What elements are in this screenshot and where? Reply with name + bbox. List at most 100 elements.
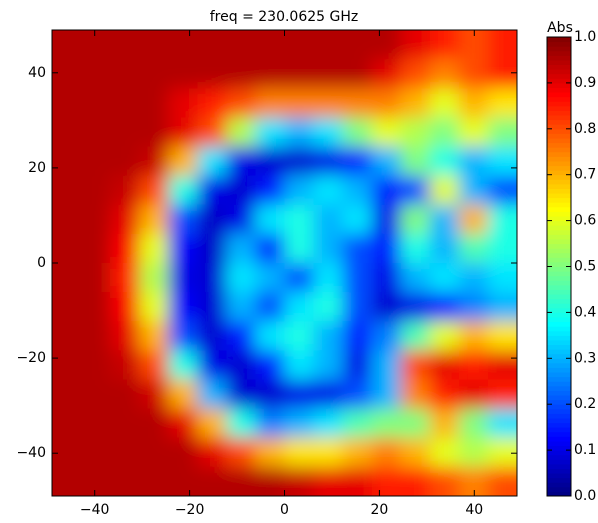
- heatmap-cell: [226, 292, 257, 322]
- heatmap-cell: [52, 379, 82, 410]
- colorbar-swatch: [547, 266, 571, 272]
- colorbar-swatch: [547, 486, 571, 492]
- heatmap-cell: [139, 379, 169, 410]
- heatmap-cell: [52, 175, 82, 206]
- heatmap-cell: [371, 88, 402, 118]
- colorbar-swatch: [547, 358, 571, 364]
- colorbar-swatch: [547, 110, 571, 116]
- colorbar-swatch: [547, 128, 571, 134]
- colorbar-swatch: [547, 37, 571, 43]
- heatmap-cell: [81, 408, 111, 439]
- heatmap-cell: [81, 292, 111, 322]
- heatmap-cell: [110, 233, 140, 264]
- heatmap-cell: [52, 263, 82, 293]
- heatmap-cell: [168, 321, 198, 351]
- heatmap-cell: [197, 408, 227, 439]
- heatmap-cell: [139, 292, 169, 322]
- heatmap-cell: [226, 204, 257, 235]
- colorbar-swatch: [547, 385, 571, 391]
- heatmap-cell: [168, 350, 198, 381]
- colorbar-swatch: [547, 124, 571, 130]
- heatmap-cell: [52, 437, 82, 468]
- heatmap-cell: [52, 117, 82, 148]
- colorbar-swatch: [547, 137, 571, 144]
- colorbar-swatch: [547, 417, 571, 424]
- heatmap-cell: [197, 292, 227, 322]
- heatmap-cell: [226, 321, 257, 351]
- colorbar-swatch: [547, 440, 571, 447]
- colorbar-tick-label: 0.1: [574, 442, 596, 458]
- heatmap-cell: [197, 59, 227, 89]
- heatmap-cell: [255, 175, 286, 206]
- colorbar-tick-label: 1.0: [574, 29, 596, 45]
- colorbar-swatch: [547, 427, 571, 433]
- heatmap-cell: [168, 408, 198, 439]
- heatmap-cell: [313, 263, 344, 293]
- heatmap-cell: [139, 30, 169, 60]
- colorbar-tick-label: 0.2: [574, 396, 596, 412]
- heatmap-cell: [139, 88, 169, 118]
- colorbar-swatch: [547, 362, 571, 368]
- heatmap-cell: [110, 437, 140, 468]
- heatmap-cell: [429, 88, 460, 118]
- colorbar-swatch: [547, 372, 571, 378]
- heatmap-cell: [110, 379, 140, 410]
- colorbar-tick-label: 0.7: [574, 167, 596, 183]
- heatmap-cell: [429, 59, 460, 89]
- colorbar-swatch: [547, 105, 571, 111]
- colorbar-swatch: [547, 294, 571, 300]
- heatmap-cell: [313, 204, 344, 235]
- colorbar-swatch: [547, 220, 571, 226]
- colorbar-swatch: [547, 454, 571, 460]
- heatmap-cell: [487, 408, 517, 439]
- heatmap-cell: [487, 263, 517, 293]
- heatmap-cell: [226, 59, 257, 89]
- x-tick-label: −40: [80, 502, 110, 518]
- colorbar-tick-label: 0.9: [574, 75, 596, 91]
- heatmap-cell: [168, 117, 198, 148]
- heatmap-cell: [168, 88, 198, 118]
- heatmap-cell: [487, 292, 517, 322]
- colorbar-swatch: [547, 381, 571, 387]
- heatmap-cell: [400, 437, 431, 468]
- heatmap-cell: [342, 379, 373, 410]
- colorbar-swatch: [547, 46, 571, 52]
- heatmap-cell: [371, 117, 402, 148]
- heatmap-cell: [81, 146, 111, 177]
- heatmap-cell: [52, 466, 82, 496]
- heatmap-cell: [371, 59, 402, 89]
- heatmap-cell: [313, 59, 344, 89]
- heatmap-cell: [81, 30, 111, 60]
- y-tick-label: 20: [28, 160, 46, 176]
- heatmap-cell: [255, 350, 286, 381]
- heatmap-cell: [255, 117, 286, 148]
- heatmap-cell: [226, 30, 257, 60]
- heatmap-cell: [487, 88, 517, 118]
- heatmap-cell: [342, 175, 373, 206]
- heatmap-cell: [342, 437, 373, 468]
- heatmap-cell: [139, 350, 169, 381]
- heatmap-cell: [81, 321, 111, 351]
- heatmap-cell: [197, 437, 227, 468]
- colorbar-tick-label: 0.8: [574, 121, 596, 137]
- chart-title: freq = 230.0625 GHz: [210, 9, 358, 25]
- colorbar-swatch: [547, 238, 571, 245]
- heatmap-cell: [458, 117, 489, 148]
- colorbar-swatch: [547, 101, 571, 107]
- heatmap-cell: [284, 117, 315, 148]
- heatmap-cell: [52, 321, 82, 351]
- heatmap-cell: [52, 408, 82, 439]
- colorbar-swatch: [547, 289, 571, 295]
- heatmap-cell: [313, 408, 344, 439]
- heatmap-cell: [313, 30, 344, 60]
- colorbar-swatch: [547, 312, 571, 318]
- heatmap-cell: [255, 59, 286, 89]
- heatmap-cell: [400, 30, 431, 60]
- heatmap-cell: [429, 175, 460, 206]
- heatmap-cell: [139, 408, 169, 439]
- heatmap-cell: [371, 233, 402, 264]
- heatmap-cell: [226, 379, 257, 410]
- heatmap-cell: [487, 437, 517, 468]
- heatmap-cell: [168, 175, 198, 206]
- colorbar: [547, 37, 571, 497]
